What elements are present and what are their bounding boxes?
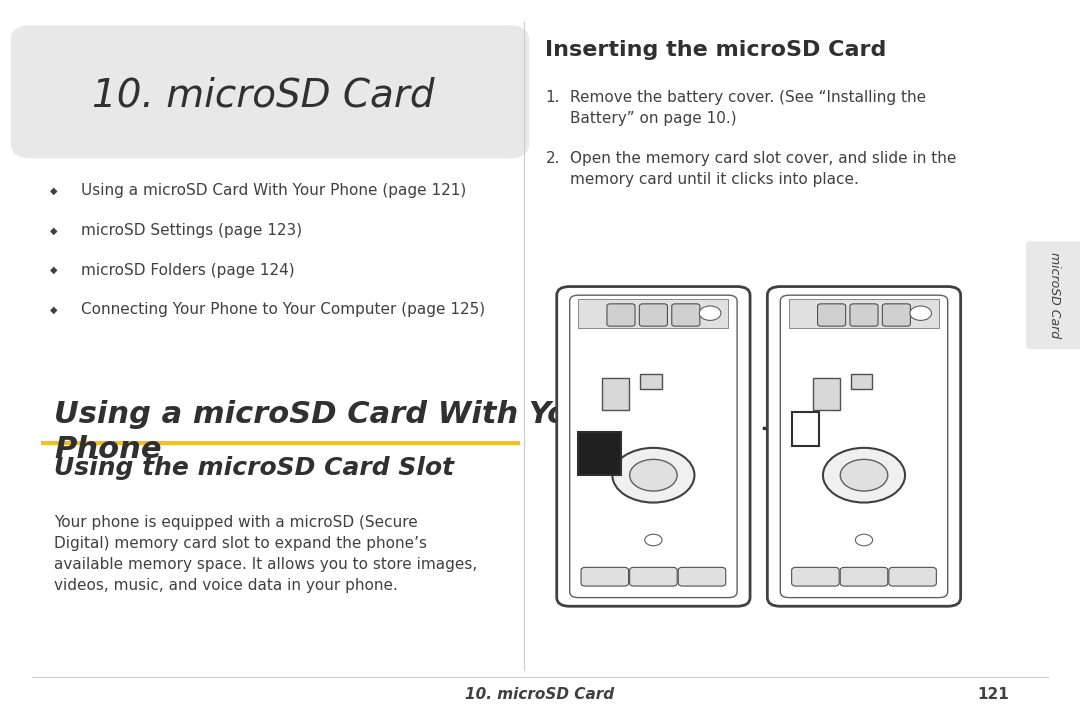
Text: microSD Settings (page 123): microSD Settings (page 123) [81, 223, 302, 238]
FancyBboxPatch shape [639, 304, 667, 326]
Circle shape [855, 534, 873, 546]
Text: ◆: ◆ [51, 305, 57, 315]
FancyBboxPatch shape [840, 567, 888, 586]
Text: 2.: 2. [545, 151, 559, 166]
Bar [603, 378, 629, 410]
FancyBboxPatch shape [570, 295, 737, 598]
Text: 121: 121 [977, 688, 1010, 702]
Text: 10. microSD Card: 10. microSD Card [465, 688, 615, 702]
FancyBboxPatch shape [607, 304, 635, 326]
FancyBboxPatch shape [1026, 241, 1080, 349]
Bar [792, 412, 819, 446]
FancyBboxPatch shape [882, 304, 910, 326]
Text: Inserting the microSD Card: Inserting the microSD Card [545, 40, 887, 60]
FancyBboxPatch shape [557, 287, 750, 606]
Text: Connecting Your Phone to Your Computer (page 125): Connecting Your Phone to Your Computer (… [81, 302, 485, 317]
Bar [851, 374, 873, 389]
Circle shape [823, 448, 905, 503]
Text: microSD Folders (page 124): microSD Folders (page 124) [81, 263, 295, 277]
FancyBboxPatch shape [889, 567, 936, 586]
Circle shape [630, 459, 677, 491]
Text: Your phone is equipped with a microSD (Secure
Digital) memory card slot to expan: Your phone is equipped with a microSD (S… [54, 515, 477, 593]
FancyBboxPatch shape [767, 287, 961, 606]
FancyBboxPatch shape [818, 304, 846, 326]
Text: Using the microSD Card Slot: Using the microSD Card Slot [54, 456, 454, 480]
FancyBboxPatch shape [11, 25, 529, 158]
Bar [579, 299, 728, 328]
Circle shape [840, 459, 888, 491]
Circle shape [645, 534, 662, 546]
Text: Using a microSD Card With Your Phone (page 121): Using a microSD Card With Your Phone (pa… [81, 184, 467, 198]
Text: ◆: ◆ [51, 265, 57, 275]
FancyBboxPatch shape [850, 304, 878, 326]
Circle shape [700, 306, 721, 320]
Text: Using a microSD Card With Your
Phone: Using a microSD Card With Your Phone [54, 400, 605, 464]
Bar [578, 432, 621, 475]
FancyBboxPatch shape [678, 567, 726, 586]
FancyBboxPatch shape [781, 295, 948, 598]
Text: microSD Card: microSD Card [1048, 252, 1061, 338]
Text: 10. microSD Card: 10. microSD Card [92, 76, 434, 114]
FancyBboxPatch shape [581, 567, 629, 586]
Circle shape [612, 448, 694, 503]
Text: Remove the battery cover. (See “Installing the
Battery” on page 10.): Remove the battery cover. (See “Installi… [570, 90, 927, 126]
Circle shape [910, 306, 931, 320]
Text: ◆: ◆ [51, 225, 57, 235]
Text: ◆: ◆ [51, 186, 57, 196]
Bar [788, 299, 940, 328]
FancyBboxPatch shape [630, 567, 677, 586]
Bar [639, 374, 661, 389]
FancyBboxPatch shape [792, 567, 839, 586]
Text: 1.: 1. [545, 90, 559, 105]
Bar [813, 378, 840, 410]
Text: Open the memory card slot cover, and slide in the
memory card until it clicks in: Open the memory card slot cover, and sli… [570, 151, 957, 187]
FancyBboxPatch shape [672, 304, 700, 326]
